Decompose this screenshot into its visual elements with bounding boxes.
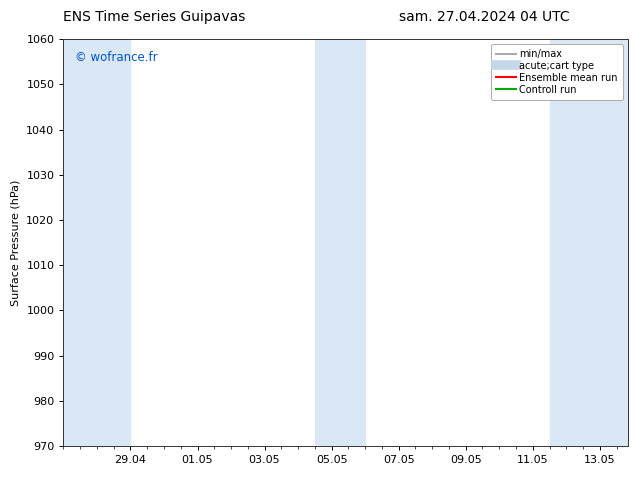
Bar xyxy=(63,39,131,446)
Bar xyxy=(315,39,365,446)
Text: sam. 27.04.2024 04 UTC: sam. 27.04.2024 04 UTC xyxy=(399,10,570,24)
Text: © wofrance.fr: © wofrance.fr xyxy=(75,51,157,64)
Legend: min/max, acute;cart type, Ensemble mean run, Controll run: min/max, acute;cart type, Ensemble mean … xyxy=(491,44,623,99)
Text: ENS Time Series Guipavas: ENS Time Series Guipavas xyxy=(63,10,246,24)
Y-axis label: Surface Pressure (hPa): Surface Pressure (hPa) xyxy=(11,179,21,306)
Bar xyxy=(550,39,628,446)
